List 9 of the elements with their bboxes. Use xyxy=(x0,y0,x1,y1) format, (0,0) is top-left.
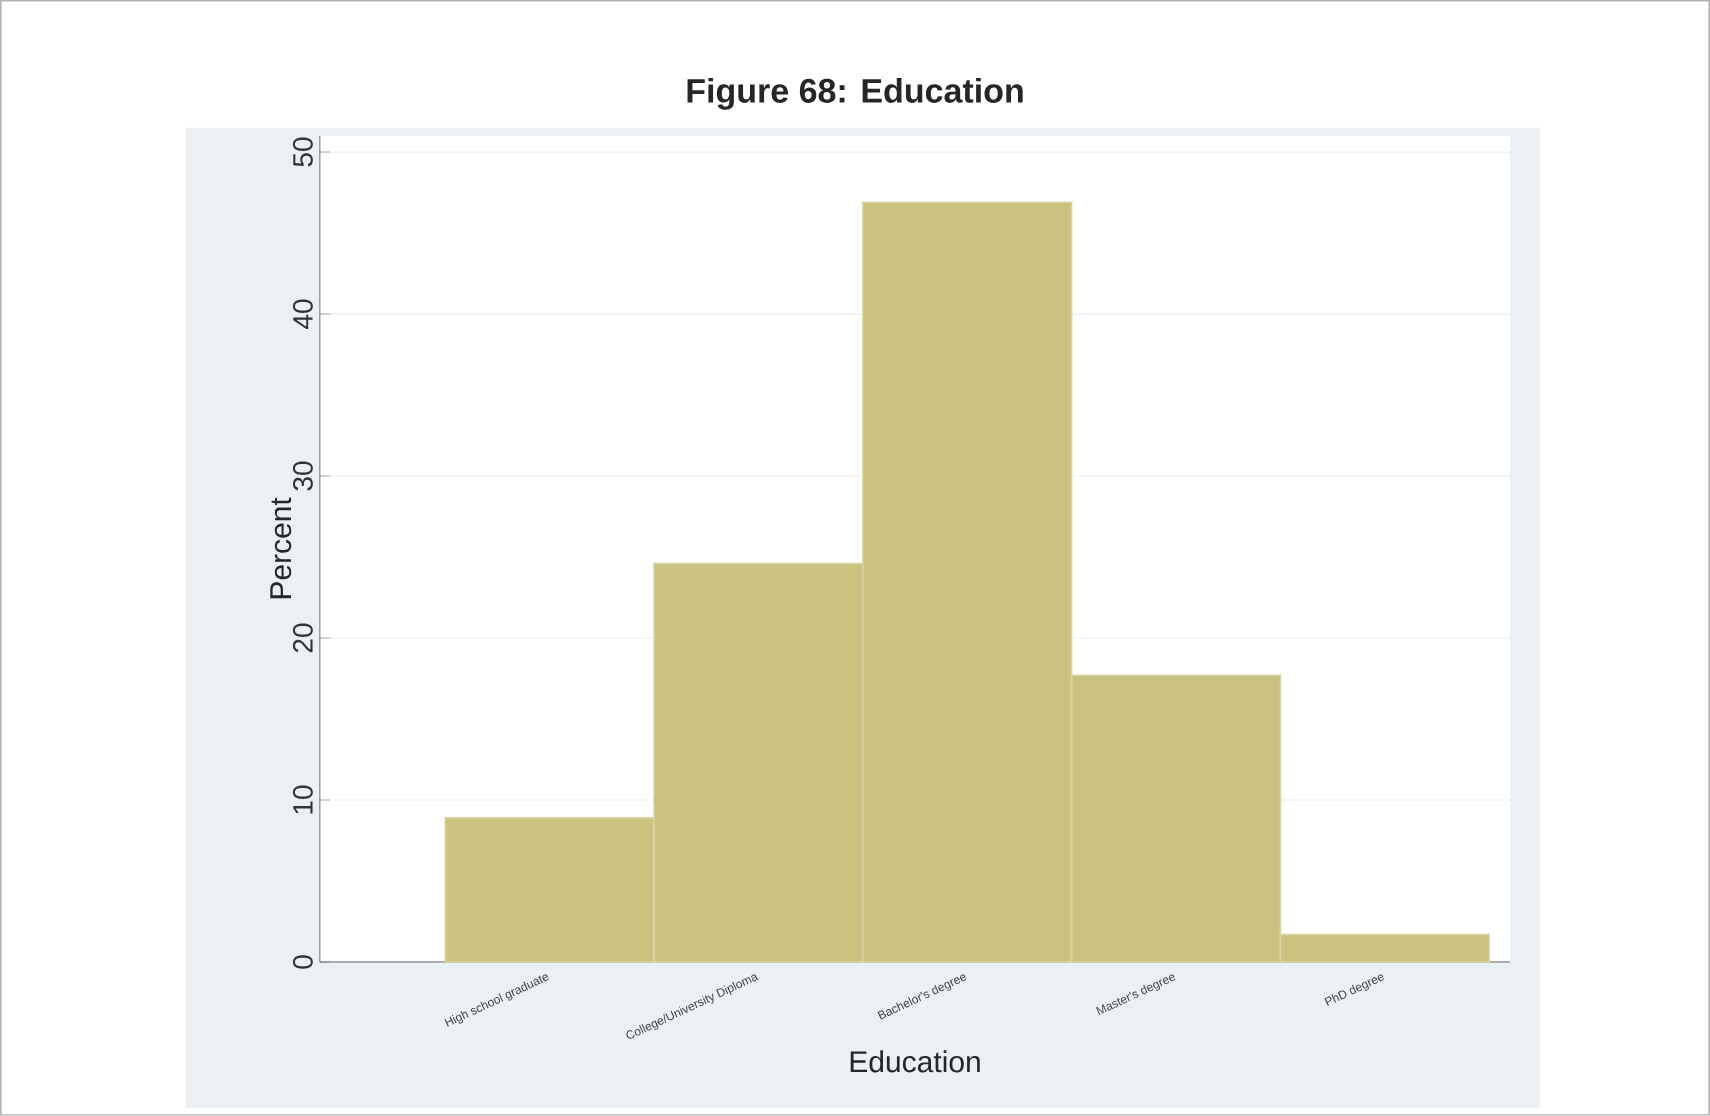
y-tick-label: 10 xyxy=(292,785,313,814)
y-tick-label: 20 xyxy=(292,623,313,653)
y-axis-title: Percent xyxy=(270,497,292,599)
y-tick-label: 30 xyxy=(292,461,313,491)
chart-title: Figure 68: Education xyxy=(687,77,1023,110)
y-tick-label: 0 xyxy=(292,955,313,969)
y-tick-label: 50 xyxy=(292,137,313,167)
x-axis-title: Education xyxy=(850,1050,980,1073)
y-tick-label: 40 xyxy=(292,299,313,330)
